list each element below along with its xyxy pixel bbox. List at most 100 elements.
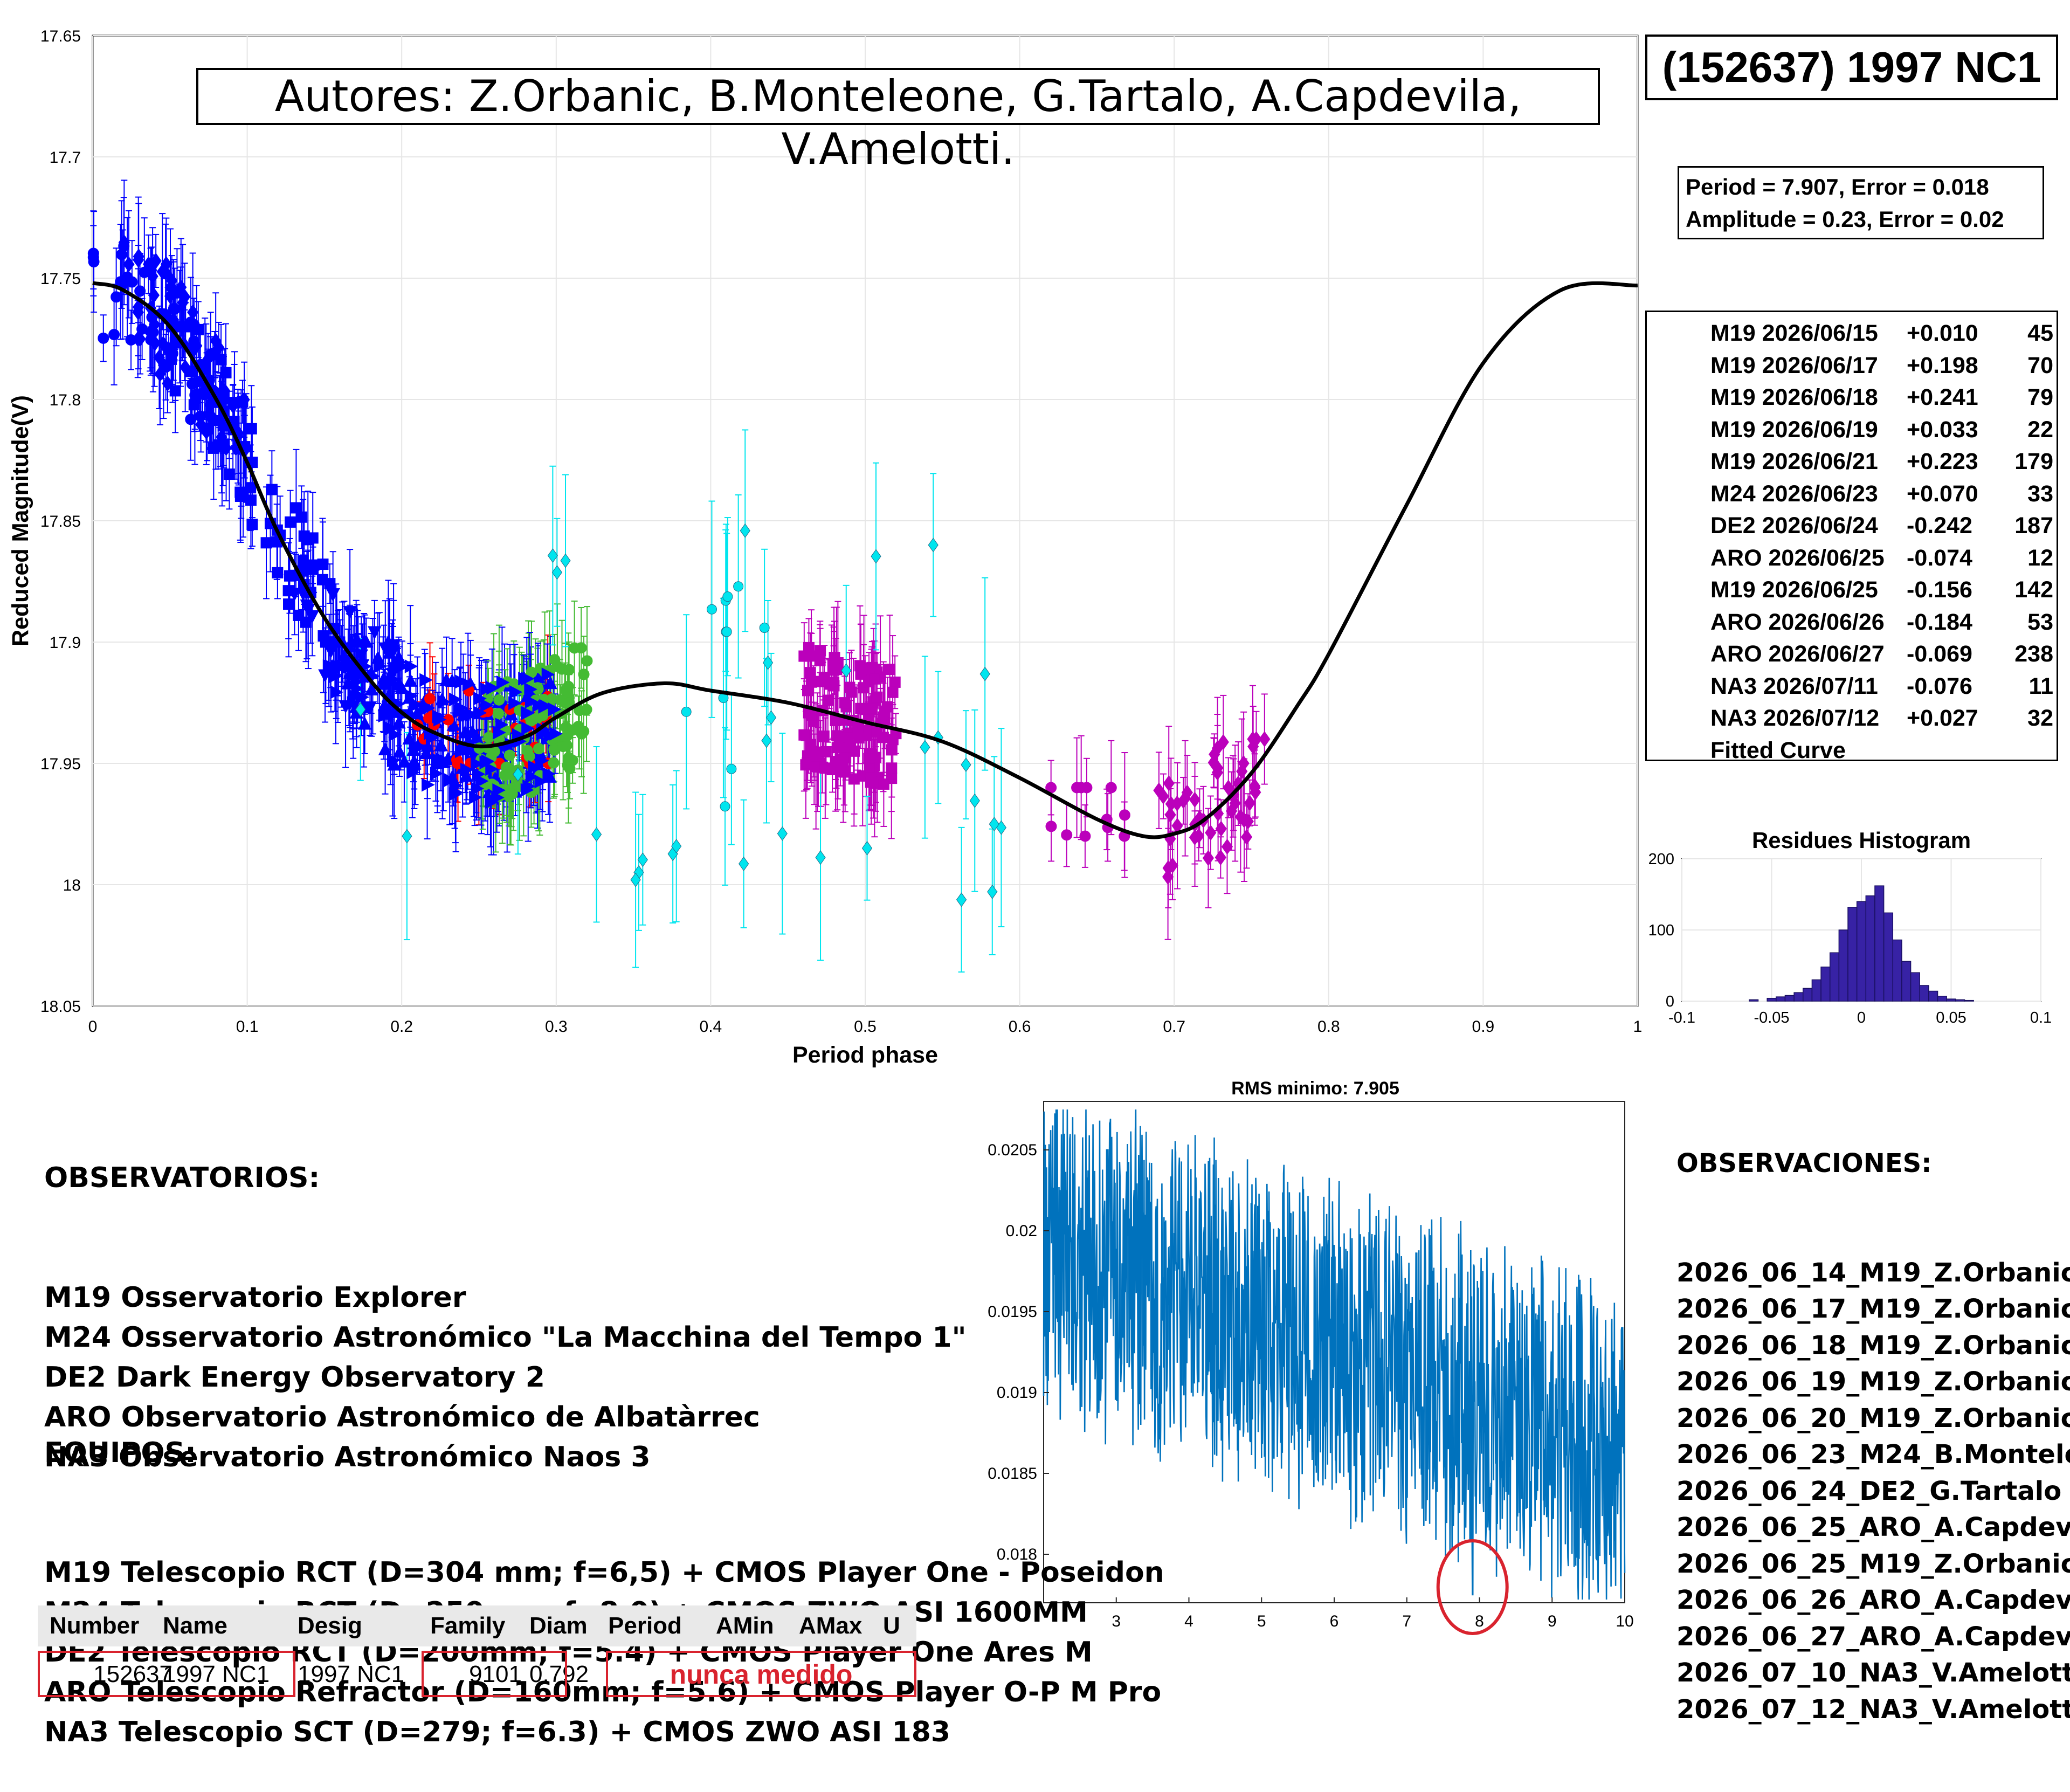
data-point xyxy=(465,707,479,722)
data-point xyxy=(551,565,562,580)
data-point xyxy=(389,727,402,742)
data-point xyxy=(422,777,435,792)
data-point xyxy=(884,664,896,676)
histogram-bar xyxy=(1901,961,1912,1002)
data-point xyxy=(324,578,336,590)
data-point xyxy=(381,634,396,648)
data-point xyxy=(861,840,873,856)
main-y-tick: 17.7 xyxy=(50,149,81,167)
residues-histogram: -0.1 -0.05 0 0.05 0.1 0 100 200 Residues Histog… xyxy=(1648,828,2052,1026)
legend-offset: +0.241 xyxy=(1907,384,1978,410)
data-point xyxy=(1061,829,1073,841)
legend-series-name: M19 2026/06/21 xyxy=(1710,449,1878,474)
data-point xyxy=(437,695,451,709)
data-point xyxy=(191,337,203,354)
data-point xyxy=(671,839,682,854)
authors-box: Autores: Z.Orbanic, B.Monteleone, G.Tart… xyxy=(196,68,1600,174)
histogram-bar xyxy=(1793,992,1804,1002)
data-point xyxy=(111,291,122,303)
data-point xyxy=(450,785,464,799)
data-point xyxy=(347,688,361,702)
observation-item: 2026_06_19_M19_Z.Orbanic xyxy=(1676,1367,2070,1397)
data-point xyxy=(1242,813,1254,830)
data-point xyxy=(535,754,549,768)
hist-x-tick: 0.1 xyxy=(2030,1009,2052,1026)
equipment-title: EQUIPOS: xyxy=(44,1437,196,1469)
legend-entry: ARO 2026/06/27 -0.069 238 xyxy=(1647,638,2060,670)
data-point xyxy=(364,682,378,696)
period-box: Period = 7.907, Error = 0.018 Amplitude … xyxy=(1678,166,2044,239)
legend-series-name: M19 2026/06/18 xyxy=(1710,384,1878,410)
table-header-row xyxy=(38,1605,916,1646)
rms-tick-labels: 3 4 5 6 7 8 9 10 0.018 0.0185 0.019 0.0195 0.02 0.020… xyxy=(988,1141,1633,1630)
data-point xyxy=(1215,849,1226,866)
figure-canvas: 0 0.1 0.2 0.3 0.4 0.5 0.6 0.7 0.8 0.9 1 17.6517.71… xyxy=(8,27,2052,1635)
data-point xyxy=(485,762,499,776)
rms-y-tick: 0.018 xyxy=(997,1546,1037,1563)
amplitude-line: Amplitude = 0.23, Error = 0.02 xyxy=(1686,206,2004,232)
data-point xyxy=(486,681,500,695)
main-x-tick: 0.7 xyxy=(1163,1018,1185,1036)
legend-offset: -0.184 xyxy=(1907,609,1972,635)
data-point xyxy=(560,553,571,568)
data-point xyxy=(169,385,181,397)
data-point xyxy=(419,673,433,687)
data-point xyxy=(871,691,883,703)
equipment-item: ARO Telescopio Refractor (D=160mm; f=5.6… xyxy=(44,1676,1162,1708)
data-point xyxy=(1250,731,1262,747)
main-x-tick: 0.5 xyxy=(854,1018,877,1036)
data-point xyxy=(329,669,343,684)
data-point xyxy=(430,767,444,781)
data-point xyxy=(402,829,412,844)
data-point xyxy=(357,716,372,730)
data-point xyxy=(245,494,257,506)
legend-count: 142 xyxy=(2014,577,2053,603)
data-point xyxy=(1244,795,1256,811)
data-point xyxy=(483,732,495,743)
legend-count: 12 xyxy=(2027,545,2053,571)
histogram-bar xyxy=(1838,929,1848,1002)
data-point xyxy=(543,676,557,690)
data-point xyxy=(188,399,200,411)
legend-series-name: ARO 2026/06/25 xyxy=(1710,545,1885,571)
data-point xyxy=(805,739,817,750)
observatory-item: NA3 Observatorio Astronómico Naos 3 xyxy=(44,1441,651,1473)
data-point xyxy=(828,680,840,692)
data-point xyxy=(805,650,817,662)
data-point xyxy=(505,788,517,799)
legend-series-name: M19 2026/06/17 xyxy=(1710,352,1878,378)
data-point xyxy=(1165,796,1177,812)
data-point xyxy=(563,664,575,676)
period-line: Period = 7.907, Error = 0.018 xyxy=(1686,174,1989,199)
histogram-bar xyxy=(1811,979,1821,1002)
data-point xyxy=(541,667,555,681)
legend-offset: -0.156 xyxy=(1907,577,1972,603)
data-point xyxy=(215,354,227,366)
table-cell: 9101 xyxy=(469,1661,522,1687)
main-y-tick: 17.95 xyxy=(40,755,81,773)
highlight-family xyxy=(422,1651,567,1697)
data-point xyxy=(521,721,535,735)
legend-series-name: DE2 2026/06/24 xyxy=(1710,513,1878,539)
histogram-bar xyxy=(1776,996,1786,1002)
data-point xyxy=(185,366,197,377)
data-point xyxy=(108,329,120,341)
data-point xyxy=(513,767,523,782)
data-point xyxy=(134,285,146,297)
data-point xyxy=(301,603,315,617)
data-point xyxy=(165,353,177,365)
data-point xyxy=(798,729,810,741)
legend-count: 187 xyxy=(2014,513,2053,539)
observatories-block: OBSERVATORIOS: M19 Osservatorio Explorer… xyxy=(44,1078,967,1517)
data-point xyxy=(98,332,109,344)
histogram-bars xyxy=(1749,885,1974,1002)
legend-entry: M19 2026/06/18 +0.241 79 xyxy=(1647,382,2060,413)
data-point xyxy=(762,655,774,670)
legend-series-name: NA3 2026/07/11 xyxy=(1710,673,1878,699)
data-point xyxy=(521,706,535,720)
data-point xyxy=(1249,780,1261,796)
data-point xyxy=(518,671,532,686)
table-header-cell: Desig xyxy=(298,1612,362,1639)
data-point xyxy=(777,826,788,841)
data-point xyxy=(578,726,590,738)
